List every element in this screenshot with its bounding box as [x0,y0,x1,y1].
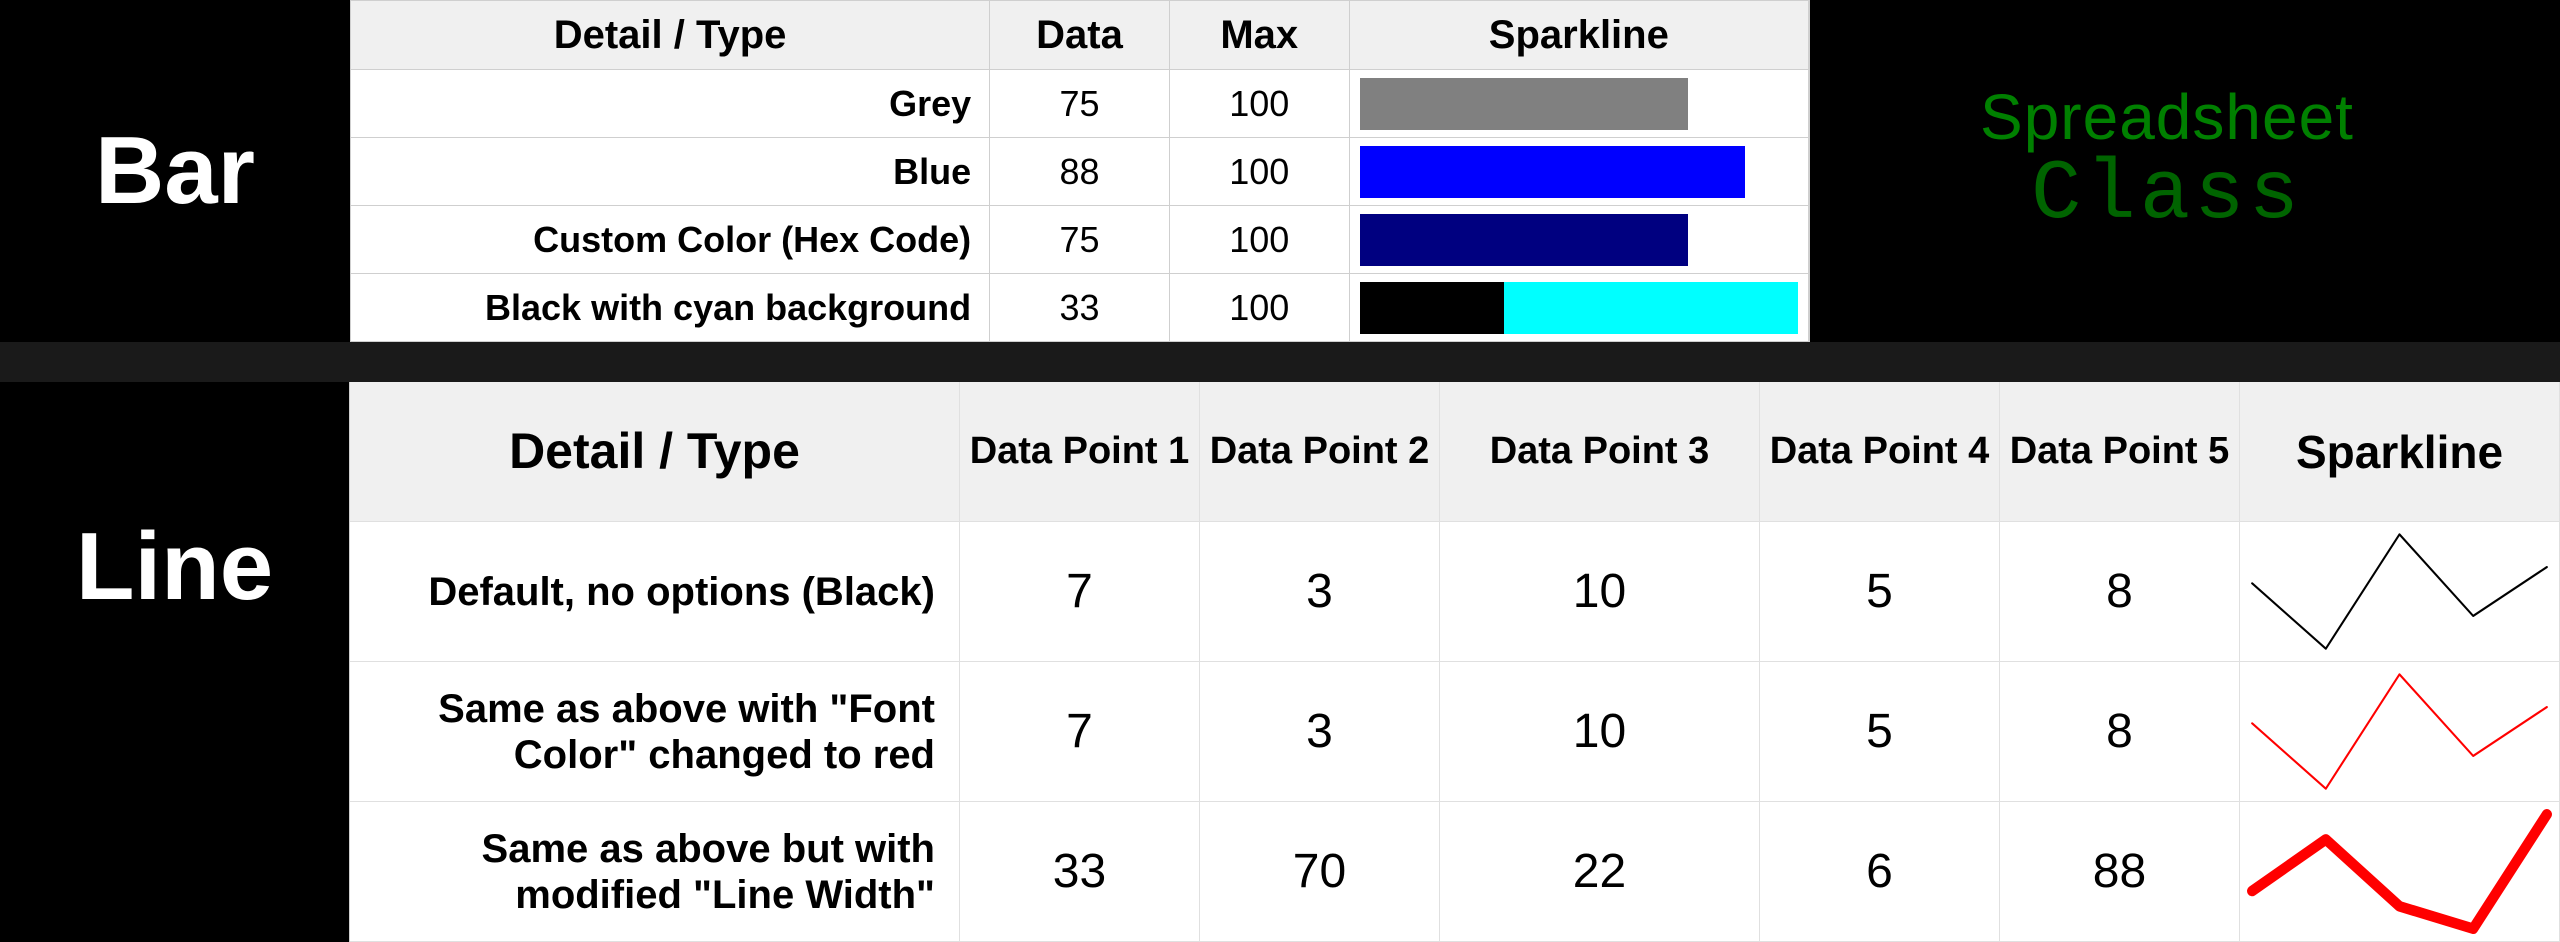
line-row-datapoint: 88 [2000,802,2240,942]
line-row-datapoint: 33 [960,802,1200,942]
line-header-dp3: Data Point 3 [1440,382,1760,522]
line-row-datapoint: 10 [1440,662,1760,802]
bar-row-max: 100 [1170,138,1350,205]
line-row-label: Same as above but with modified "Line Wi… [350,802,960,942]
line-row-datapoint: 6 [1760,802,2000,942]
line-table-row: Default, no options (Black)731058 [349,522,2560,662]
bar-row-label: Blue [351,138,990,205]
logo-line2: Class [1980,148,2354,243]
line-header-spark: Sparkline [2240,382,2560,522]
bar-header-data: Data [990,1,1170,69]
logo: Spreadsheet Class [1980,80,2354,243]
bar-section: Bar Detail / Type Data Max Sparkline Gre… [0,0,2560,342]
line-row-label: Default, no options (Black) [350,522,960,662]
line-row-datapoint: 3 [1200,662,1440,802]
bar-row-sparkline [1350,70,1809,137]
logo-area: Spreadsheet Class [1810,0,2560,342]
line-row-datapoint: 8 [2000,662,2240,802]
line-header-dp4: Data Point 4 [1760,382,2000,522]
line-row-datapoint: 5 [1760,522,2000,662]
line-row-datapoint: 7 [960,662,1200,802]
bar-row-sparkline [1350,138,1809,205]
line-row-datapoint: 7 [960,522,1200,662]
bar-header-detail: Detail / Type [351,1,990,69]
bar-header-spark: Sparkline [1350,1,1809,69]
line-header-dp2: Data Point 2 [1200,382,1440,522]
line-table-row: Same as above but with modified "Line Wi… [349,802,2560,942]
bar-row-max: 100 [1170,206,1350,273]
line-header-dp5: Data Point 5 [2000,382,2240,522]
bar-row-sparkline [1350,206,1809,273]
bar-row-label: Black with cyan background [351,274,990,341]
line-row-sparkline [2240,802,2560,942]
bar-table: Detail / Type Data Max Sparkline Grey751… [350,0,1810,342]
bar-row-data: 75 [990,70,1170,137]
bar-row-max: 100 [1170,70,1350,137]
logo-line1: Spreadsheet [1980,80,2354,154]
bar-table-row: Custom Color (Hex Code)75100 [350,206,1810,274]
line-row-datapoint: 22 [1440,802,1760,942]
bar-section-label-box: Bar [0,0,350,342]
line-row-datapoint: 10 [1440,522,1760,662]
line-table-header: Detail / Type Data Point 1 Data Point 2 … [349,382,2560,522]
line-row-sparkline [2240,662,2560,802]
bar-row-label: Custom Color (Hex Code) [351,206,990,273]
bar-row-sparkline [1350,274,1809,341]
bar-row-label: Grey [351,70,990,137]
bar-table-row: Blue88100 [350,138,1810,206]
bar-table-row: Black with cyan background33100 [350,274,1810,342]
bar-row-data: 75 [990,206,1170,273]
bar-table-row: Grey75100 [350,70,1810,138]
line-header-detail: Detail / Type [350,382,960,522]
line-section-label: Line [76,512,273,622]
line-row-label: Same as above with "Font Color" changed … [350,662,960,802]
line-section: Line Detail / Type Data Point 1 Data Poi… [0,382,2560,942]
line-table-row: Same as above with "Font Color" changed … [349,662,2560,802]
line-row-datapoint: 70 [1200,802,1440,942]
line-row-datapoint: 5 [1760,662,2000,802]
line-header-dp1: Data Point 1 [960,382,1200,522]
line-row-datapoint: 8 [2000,522,2240,662]
bar-row-data: 33 [990,274,1170,341]
bar-table-header: Detail / Type Data Max Sparkline [350,0,1810,70]
line-section-label-box: Line [0,382,349,942]
line-table: Detail / Type Data Point 1 Data Point 2 … [349,382,2560,942]
bar-section-label: Bar [95,116,255,226]
page-root: Bar Detail / Type Data Max Sparkline Gre… [0,0,2560,942]
bar-row-data: 88 [990,138,1170,205]
line-row-datapoint: 3 [1200,522,1440,662]
line-row-sparkline [2240,522,2560,662]
section-divider [0,342,2560,382]
bar-row-max: 100 [1170,274,1350,341]
bar-header-max: Max [1170,1,1350,69]
